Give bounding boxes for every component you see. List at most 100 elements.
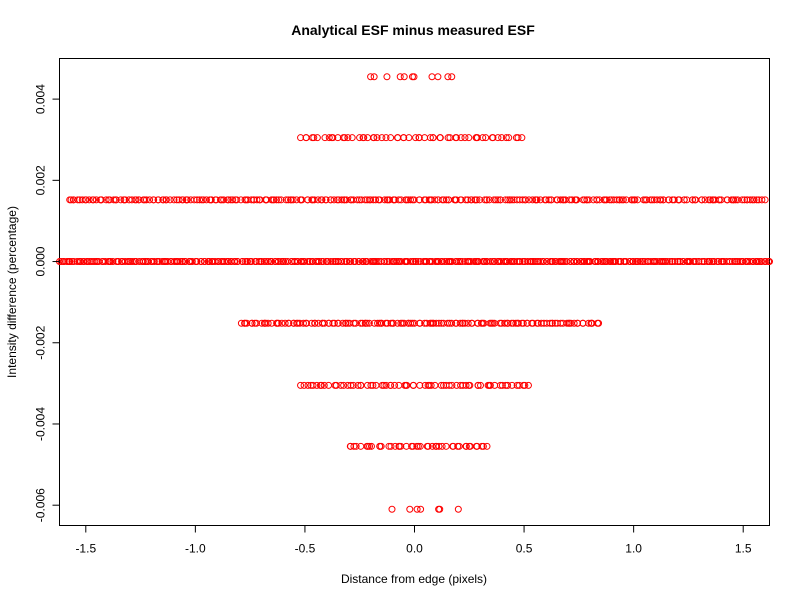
data-point — [391, 381, 399, 389]
data-point — [743, 196, 751, 204]
data-point — [435, 442, 443, 450]
data-point — [285, 319, 293, 327]
data-point — [495, 258, 503, 266]
data-point — [395, 381, 403, 389]
data-point — [708, 258, 716, 266]
data-point — [82, 196, 90, 204]
data-point — [402, 442, 410, 450]
y-tick-label: 0.002 — [34, 165, 48, 195]
data-point — [537, 319, 545, 327]
data-point — [202, 196, 210, 204]
data-point — [535, 258, 543, 266]
data-point — [68, 258, 76, 266]
data-point — [320, 381, 328, 389]
data-point — [567, 319, 575, 327]
data-point — [648, 196, 656, 204]
data-point — [438, 442, 446, 450]
data-point — [220, 258, 228, 266]
data-point — [114, 258, 122, 266]
data-point — [268, 258, 276, 266]
data-point — [247, 258, 255, 266]
x-axis-label: Distance from edge (pixels) — [341, 572, 487, 586]
data-point — [342, 196, 350, 204]
data-point — [374, 319, 382, 327]
data-point — [270, 196, 278, 204]
data-point — [321, 134, 329, 142]
data-point — [524, 381, 532, 389]
data-point — [308, 319, 316, 327]
data-point — [436, 134, 444, 142]
data-point — [262, 258, 270, 266]
data-point — [431, 381, 439, 389]
data-point — [434, 73, 442, 81]
data-point — [95, 258, 103, 266]
data-point — [80, 258, 88, 266]
data-point — [176, 258, 184, 266]
data-point — [304, 381, 312, 389]
data-point — [274, 258, 282, 266]
data-point — [730, 196, 738, 204]
data-point — [74, 196, 82, 204]
data-point — [689, 258, 697, 266]
data-point — [519, 319, 527, 327]
data-point — [360, 134, 368, 142]
data-point — [337, 258, 345, 266]
data-point — [280, 258, 288, 266]
data-point — [482, 134, 490, 142]
data-point — [101, 258, 109, 266]
data-point — [496, 381, 504, 389]
data-point — [170, 196, 178, 204]
data-point — [150, 258, 158, 266]
data-point — [412, 258, 420, 266]
data-point — [348, 134, 356, 142]
data-point — [631, 196, 639, 204]
data-point — [264, 319, 272, 327]
data-point — [325, 134, 333, 142]
data-point — [461, 134, 469, 142]
data-point — [545, 196, 553, 204]
data-point — [428, 442, 436, 450]
data-point — [585, 319, 593, 327]
data-point — [237, 196, 245, 204]
data-point — [622, 258, 630, 266]
data-point — [121, 196, 129, 204]
data-point — [349, 381, 357, 389]
data-point — [67, 196, 75, 204]
data-point — [479, 134, 487, 142]
data-point — [102, 196, 110, 204]
data-point — [546, 319, 554, 327]
data-point — [739, 258, 747, 266]
y-axis-label: Intensity difference (percentage) — [5, 206, 19, 378]
x-tick-label: 0.5 — [516, 542, 533, 556]
data-point — [758, 196, 766, 204]
data-point — [619, 196, 627, 204]
data-point — [726, 258, 734, 266]
data-point — [396, 73, 404, 81]
data-point — [359, 258, 367, 266]
data-point — [367, 442, 375, 450]
data-point — [117, 196, 125, 204]
data-point — [533, 196, 541, 204]
data-point — [139, 258, 147, 266]
data-point — [586, 258, 594, 266]
data-point — [330, 319, 338, 327]
data-point — [670, 196, 678, 204]
data-point — [294, 319, 302, 327]
data-point — [407, 319, 415, 327]
data-point — [657, 196, 665, 204]
data-point — [421, 319, 429, 327]
data-point — [207, 196, 215, 204]
data-point — [370, 319, 378, 327]
data-point — [327, 258, 335, 266]
data-point — [293, 196, 301, 204]
data-point — [603, 196, 611, 204]
data-point — [448, 319, 456, 327]
data-point — [424, 442, 432, 450]
data-point — [753, 196, 761, 204]
data-point — [351, 258, 359, 266]
data-point — [400, 73, 408, 81]
data-point — [324, 258, 332, 266]
data-point — [132, 196, 140, 204]
data-point — [607, 258, 615, 266]
data-point — [551, 319, 559, 327]
